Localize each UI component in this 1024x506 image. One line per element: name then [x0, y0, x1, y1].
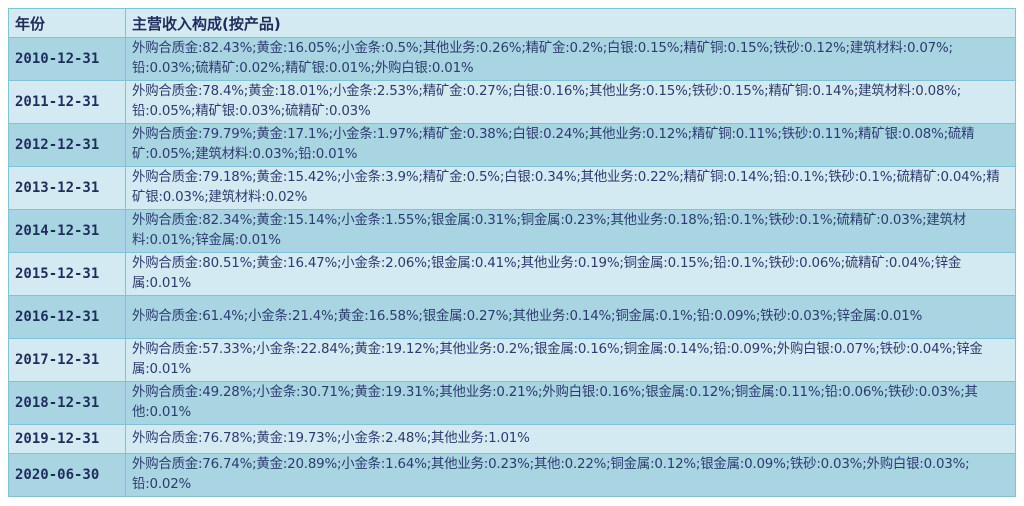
table-row: 2014-12-31 外购合质金:82.34%;黄金:15.14%;小金条:1.5… — [8, 209, 1016, 253]
year-cell: 2013-12-31 — [8, 166, 126, 210]
table-row: 2017-12-31 外购合质金:57.33%;小金条:22.84%;黄金:19.… — [8, 338, 1016, 382]
revenue-composition-table: 年份 主营收入构成(按产品) 2010-12-31 外购合质金:82.43%;黄金… — [8, 8, 1016, 497]
table-row: 2013-12-31 外购合质金:79.18%;黄金:15.42%;小金条:3.9… — [8, 166, 1016, 210]
year-cell: 2015-12-31 — [8, 252, 126, 296]
revenue-composition-cell: 外购合质金:76.74%;黄金:20.89%;小金条:1.64%;其他业务:0.… — [125, 453, 1016, 497]
table-row: 2019-12-31 外购合质金:76.78%;黄金:19.73%;小金条:2.4… — [8, 424, 1016, 454]
year-cell: 2017-12-31 — [8, 338, 126, 382]
table-row: 2015-12-31 外购合质金:80.51%;黄金:16.47%;小金条:2.0… — [8, 252, 1016, 296]
year-cell: 2012-12-31 — [8, 123, 126, 167]
revenue-composition-cell: 外购合质金:80.51%;黄金:16.47%;小金条:2.06%;银金属:0.4… — [125, 252, 1016, 296]
revenue-composition-cell: 外购合质金:49.28%;小金条:30.71%;黄金:19.31%;其他业务:0… — [125, 381, 1016, 425]
table-header-row: 年份 主营收入构成(按产品) — [8, 8, 1016, 38]
header-revenue-composition: 主营收入构成(按产品) — [125, 8, 1016, 38]
revenue-composition-cell: 外购合质金:78.4%;黄金:18.01%;小金条:2.53%;精矿金:0.27… — [125, 80, 1016, 124]
table-row: 2018-12-31 外购合质金:49.28%;小金条:30.71%;黄金:19.… — [8, 381, 1016, 425]
table-row: 2012-12-31 外购合质金:79.79%;黄金:17.1%;小金条:1.97… — [8, 123, 1016, 167]
revenue-composition-cell: 外购合质金:57.33%;小金条:22.84%;黄金:19.12%;其他业务:0… — [125, 338, 1016, 382]
year-cell: 2020-06-30 — [8, 453, 126, 497]
table-row: 2010-12-31 外购合质金:82.43%;黄金:16.05%;小金条:0.5… — [8, 37, 1016, 81]
revenue-composition-cell: 外购合质金:76.78%;黄金:19.73%;小金条:2.48%;其他业务:1.… — [125, 424, 1016, 454]
year-cell: 2010-12-31 — [8, 37, 126, 81]
revenue-composition-cell: 外购合质金:82.43%;黄金:16.05%;小金条:0.5%;其他业务:0.2… — [125, 37, 1016, 81]
table-row: 2020-06-30 外购合质金:76.74%;黄金:20.89%;小金条:1.6… — [8, 453, 1016, 497]
year-cell: 2019-12-31 — [8, 424, 126, 454]
header-year: 年份 — [8, 8, 126, 38]
revenue-composition-cell: 外购合质金:82.34%;黄金:15.14%;小金条:1.55%;银金属:0.3… — [125, 209, 1016, 253]
revenue-composition-cell: 外购合质金:79.79%;黄金:17.1%;小金条:1.97%;精矿金:0.38… — [125, 123, 1016, 167]
table-row: 2016-12-31 外购合质金:61.4%;小金条:21.4%;黄金:16.58… — [8, 295, 1016, 339]
year-cell: 2011-12-31 — [8, 80, 126, 124]
revenue-composition-cell: 外购合质金:79.18%;黄金:15.42%;小金条:3.9%;精矿金:0.5%… — [125, 166, 1016, 210]
year-cell: 2014-12-31 — [8, 209, 126, 253]
revenue-composition-cell: 外购合质金:61.4%;小金条:21.4%;黄金:16.58%;银金属:0.27… — [125, 295, 1016, 339]
year-cell: 2018-12-31 — [8, 381, 126, 425]
year-cell: 2016-12-31 — [8, 295, 126, 339]
table-row: 2011-12-31 外购合质金:78.4%;黄金:18.01%;小金条:2.53… — [8, 80, 1016, 124]
